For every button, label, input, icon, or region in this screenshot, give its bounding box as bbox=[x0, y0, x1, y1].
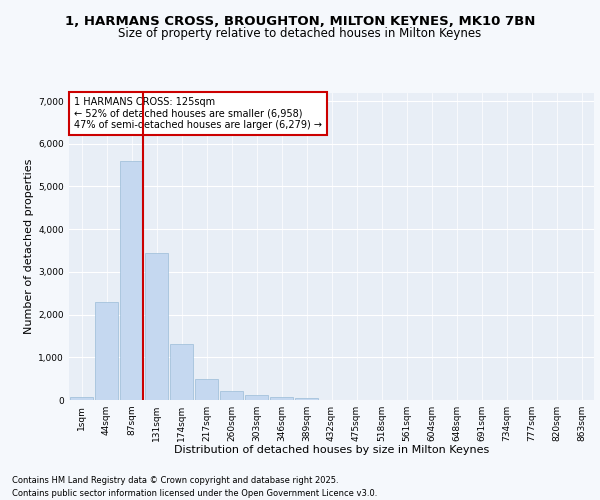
Bar bbox=[145, 252, 168, 400]
Bar bbox=[220, 391, 243, 400]
Text: Size of property relative to detached houses in Milton Keynes: Size of property relative to detached ho… bbox=[118, 28, 482, 40]
Bar bbox=[295, 398, 318, 400]
Text: Contains public sector information licensed under the Open Government Licence v3: Contains public sector information licen… bbox=[12, 489, 377, 498]
Bar bbox=[70, 397, 93, 400]
Bar bbox=[270, 398, 293, 400]
Bar bbox=[170, 344, 193, 400]
Y-axis label: Number of detached properties: Number of detached properties bbox=[24, 158, 34, 334]
Bar bbox=[95, 302, 118, 400]
X-axis label: Distribution of detached houses by size in Milton Keynes: Distribution of detached houses by size … bbox=[174, 446, 489, 456]
Text: Contains HM Land Registry data © Crown copyright and database right 2025.: Contains HM Land Registry data © Crown c… bbox=[12, 476, 338, 485]
Bar bbox=[195, 378, 218, 400]
Text: 1, HARMANS CROSS, BROUGHTON, MILTON KEYNES, MK10 7BN: 1, HARMANS CROSS, BROUGHTON, MILTON KEYN… bbox=[65, 15, 535, 28]
Text: 1 HARMANS CROSS: 125sqm
← 52% of detached houses are smaller (6,958)
47% of semi: 1 HARMANS CROSS: 125sqm ← 52% of detache… bbox=[74, 97, 322, 130]
Bar bbox=[245, 395, 268, 400]
Bar bbox=[120, 161, 143, 400]
